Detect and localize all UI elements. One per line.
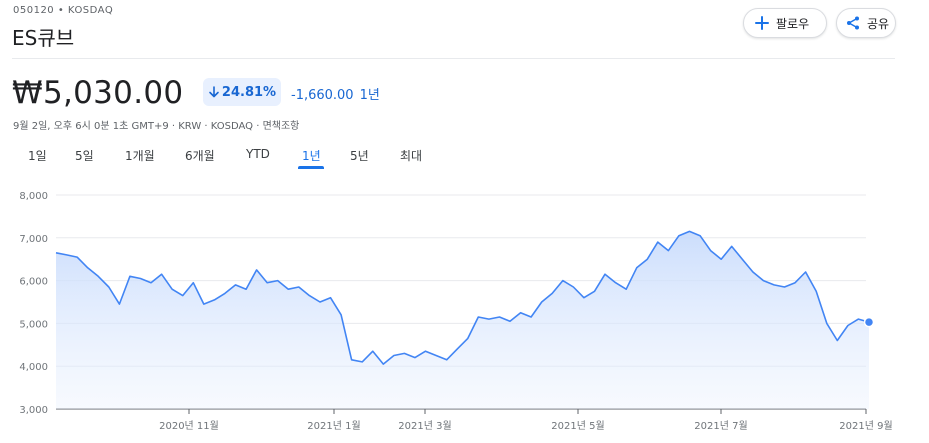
- price-chart[interactable]: 8,000 7,000 6,000 5,000 4,000 3,000 2020년 11월 2…: [0, 180, 929, 443]
- y-tick-label: 8,000: [19, 191, 48, 202]
- follow-button[interactable]: 팔로우: [743, 8, 827, 38]
- header-divider: [12, 58, 895, 59]
- x-tick-label: 2021년 5월: [551, 420, 604, 432]
- share-label: 공유: [867, 16, 890, 31]
- current-price: ₩5,030.00: [12, 75, 184, 111]
- change-percent: 24.81%: [221, 84, 277, 100]
- price-area: [56, 231, 869, 409]
- tab-5y[interactable]: 5년: [350, 149, 369, 163]
- change-period: 1년: [359, 88, 380, 103]
- arrow-down-icon: [208, 86, 220, 98]
- x-tick-label: 2021년 7월: [694, 420, 747, 432]
- y-tick-label: 4,000: [19, 362, 48, 373]
- x-tick-label: 2020년 11월: [159, 420, 219, 432]
- y-tick-label: 5,000: [19, 319, 48, 330]
- y-tick-label: 3,000: [19, 405, 48, 416]
- share-button[interactable]: 공유: [836, 8, 896, 38]
- tab-1d[interactable]: 1일: [28, 149, 47, 163]
- tab-6m[interactable]: 6개월: [185, 149, 215, 163]
- active-tab-indicator: [298, 166, 324, 169]
- share-icon: [845, 15, 861, 31]
- change-absolute: -1,660.00 1년: [291, 84, 386, 103]
- y-tick-label: 7,000: [19, 234, 48, 245]
- change-amount: -1,660.00: [291, 88, 354, 103]
- tab-max[interactable]: 최대: [400, 149, 423, 163]
- quote-meta: 9월 2일, 오후 6시 0분 1초 GMT+9 · KRW · KOSDAQ …: [13, 121, 300, 132]
- tab-ytd[interactable]: YTD: [246, 147, 270, 161]
- stock-name: ES큐브: [12, 26, 75, 50]
- plus-icon: [754, 15, 770, 31]
- price-line: [55, 230, 870, 365]
- tab-1m[interactable]: 1개월: [125, 149, 155, 163]
- ticker-exchange-line: 050120 • KOSDAQ: [13, 5, 114, 16]
- follow-label: 팔로우: [776, 16, 810, 31]
- change-percent-badge: 24.81%: [203, 78, 281, 106]
- tab-1y[interactable]: 1년: [302, 149, 321, 163]
- current-price-dot: [863, 316, 875, 328]
- y-tick-label: 6,000: [19, 277, 48, 288]
- tab-5d[interactable]: 5일: [75, 149, 94, 163]
- x-tick-label: 2021년 9월: [839, 420, 892, 432]
- x-tick-label: 2021년 1월: [307, 420, 360, 432]
- x-tick-label: 2021년 3월: [398, 420, 451, 432]
